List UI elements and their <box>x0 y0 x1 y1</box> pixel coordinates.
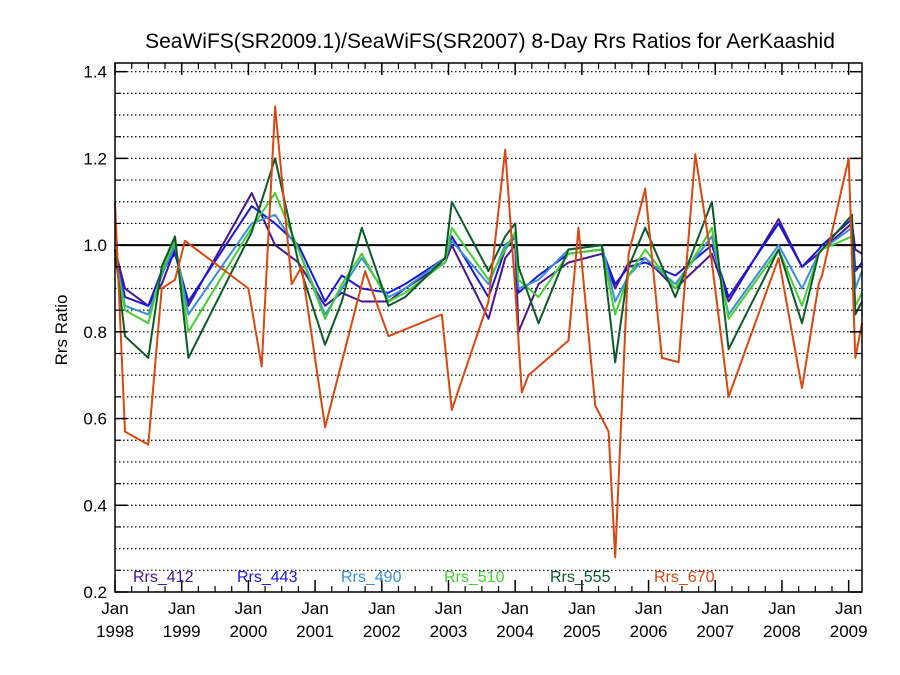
plot-frame <box>114 62 863 593</box>
y-tick-label: 1.0 <box>83 236 107 255</box>
x-tick-label-month: Jan <box>301 599 328 618</box>
x-tick-label-year: 2003 <box>430 622 468 641</box>
x-tick-label-year: 2009 <box>830 622 868 641</box>
x-tick-label-year: 1999 <box>163 622 201 641</box>
chart-title: SeaWiFS(SR2009.1)/SeaWiFS(SR2007) 8-Day … <box>145 30 835 53</box>
axes: 0.2 0.4 0.6 0.8 1.0 1.2 1.4 Jan 1998 Jan 1999 Jan 20… <box>83 62 868 641</box>
y-tick-label: 1.2 <box>83 149 107 168</box>
legend-entry-rrs-412: Rrs_412 <box>133 569 194 586</box>
legend: Rrs_412 Rrs_443 Rrs_490 Rrs_510 Rrs_555 Rrs_6… <box>133 569 715 586</box>
y-axis-label: Rrs Ratio <box>52 295 71 366</box>
x-tick-label-month: Jan <box>435 599 462 618</box>
series-group <box>114 105 863 559</box>
y-tick-label: 0.4 <box>83 496 107 515</box>
legend-entry-rrs-490: Rrs_490 <box>341 569 402 586</box>
x-tick-label-month: Jan <box>368 599 395 618</box>
legend-entry-rrs-510: Rrs_510 <box>444 569 505 586</box>
series-line-rrs-443 <box>114 205 863 307</box>
series-line-rrs-412 <box>114 192 863 333</box>
x-tick-label-month: Jan <box>635 599 662 618</box>
x-tick-label-year: 2005 <box>563 622 601 641</box>
x-tick-label-year: 1998 <box>96 622 134 641</box>
x-tick-label-month: Jan <box>835 599 862 618</box>
series-line-rrs-670 <box>114 105 863 559</box>
x-tick-label-month: Jan <box>101 599 128 618</box>
y-tick-label: 0.8 <box>83 323 107 342</box>
x-tick-label-month: Jan <box>702 599 729 618</box>
x-tick-label-year: 2001 <box>296 622 334 641</box>
x-tick-label-month: Jan <box>768 599 795 618</box>
y-tick-label: 0.6 <box>83 410 107 429</box>
x-tick-label-month: Jan <box>501 599 528 618</box>
x-tick-label-year: 2008 <box>763 622 801 641</box>
y-tick-label: 1.4 <box>83 63 107 82</box>
x-tick-label-year: 2007 <box>696 622 734 641</box>
x-tick-label-year: 2002 <box>363 622 401 641</box>
x-tick-label-month: Jan <box>568 599 595 618</box>
legend-entry-rrs-443: Rrs_443 <box>237 569 298 586</box>
x-tick-label-month: Jan <box>235 599 262 618</box>
x-tick-label-year: 2006 <box>630 622 668 641</box>
x-tick-label-year: 2000 <box>229 622 267 641</box>
y-tick-label: 0.2 <box>83 583 107 602</box>
legend-entry-rrs-670: Rrs_670 <box>654 569 715 586</box>
legend-entry-rrs-555: Rrs_555 <box>550 569 611 586</box>
x-tick-label-month: Jan <box>168 599 195 618</box>
x-tick-label-year: 2004 <box>496 622 534 641</box>
